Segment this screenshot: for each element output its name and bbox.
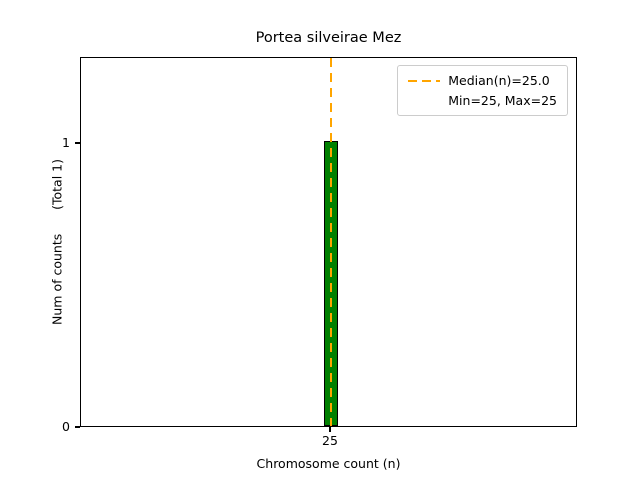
legend-entry-minmax: Min=25, Max=25 [408,93,557,108]
legend-label-median: Median(n)=25.0 [448,73,550,88]
y-tick-mark-1 [75,142,80,144]
y-tick-label-1: 1 [62,135,70,150]
chart-title: Portea silveirae Mez [255,30,402,46]
plot-area: Median(n)=25.0 Min=25, Max=25 [80,57,577,427]
empty-swatch [408,100,440,102]
legend-entry-median: Median(n)=25.0 [408,73,557,88]
dashed-line-swatch [408,79,441,82]
y-tick-label-0: 0 [62,419,70,434]
x-axis-label: Chromosome count (n) [256,456,401,471]
y-axis-label: Num of counts (Total 1) [49,159,65,325]
legend: Median(n)=25.0 Min=25, Max=25 [397,65,568,116]
legend-label-minmax: Min=25, Max=25 [448,93,557,108]
x-tick-mark-25 [329,427,331,432]
median-line [330,58,332,426]
y-tick-mark-0 [75,426,80,428]
x-tick-label-25: 25 [322,433,338,448]
